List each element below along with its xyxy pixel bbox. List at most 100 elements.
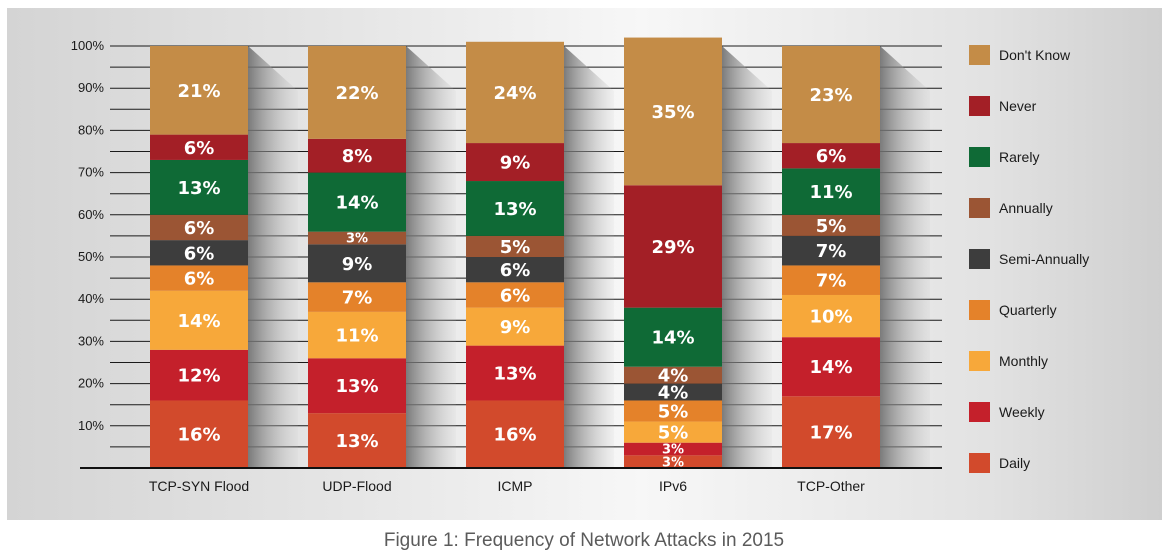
data-label: 3% [662,443,684,458]
data-label: 4% [658,366,689,387]
bar-segment-udp-flood-semi-annually [308,244,406,283]
bar-segment-tcp-other-daily [782,396,880,468]
bar-segment-udp-flood-never [308,138,406,173]
legend-swatch-never [969,96,990,116]
bar-segment-udp-flood-don-t-know [308,46,406,139]
bar-segment-tcp-syn-flood-semi-annually [150,240,248,266]
chart-panel: 10% 20% 30% 40% 50% 60% 70% 80% 90% 100% 16% 12% 14%… [7,8,1162,520]
bar-segment-icmp-daily [466,400,564,468]
data-label: 14% [335,193,378,214]
bar-segment-tcp-other-don-t-know [782,46,880,144]
data-label: 13% [493,199,536,220]
y-tick-label: 100% [71,38,105,53]
bar-segment-tcp-syn-flood-don-t-know [150,46,248,135]
data-label: 24% [493,83,536,104]
bar-segment-udp-flood-monthly [308,311,406,359]
bar-segment-udp-flood-quarterly [308,282,406,312]
bar-segment-icmp-don-t-know [466,41,564,144]
x-category-label: IPv6 [659,478,687,494]
legend-swatch-quarterly [969,300,990,320]
bar-segment-icmp-annually [466,235,564,257]
x-category-label: ICMP [498,478,533,494]
bar-segment-icmp-semi-annually [466,257,564,283]
legend-label: Quarterly [999,302,1057,318]
data-label: 5% [658,423,689,444]
data-label: 17% [809,423,852,444]
data-label: 12% [177,366,220,387]
legend-label: Daily [999,455,1030,471]
legend-swatch-don-t-know [969,45,990,65]
bar-segment-tcp-syn-flood-monthly [150,290,248,350]
data-label: 13% [493,364,536,385]
data-label: 7% [816,271,847,292]
legend-label: Semi-Annually [999,251,1089,267]
data-label: 14% [651,328,694,349]
data-label: 14% [177,311,220,332]
data-label: 23% [809,85,852,106]
data-label: 22% [335,83,378,104]
y-tick-label: 60% [78,207,104,222]
data-label: 8% [342,146,373,167]
bar-segment-ipv6-annually [624,366,722,384]
data-label: 6% [816,146,847,167]
legend-label: Rarely [999,149,1039,165]
y-tick-label: 10% [78,418,104,433]
data-label: 13% [335,376,378,397]
data-label: 3% [662,455,684,470]
bar-segment-tcp-syn-flood-annually [150,214,248,241]
data-label: 7% [816,241,847,262]
bar-segment-udp-flood-rarely [308,172,406,232]
data-label: 10% [809,307,852,328]
bar-segment-tcp-other-never [782,143,880,169]
data-label: 29% [651,237,694,258]
y-tick-label: 30% [78,333,104,348]
data-label: 35% [651,102,694,123]
legend-label: Annually [999,200,1053,216]
data-label: 13% [177,178,220,199]
data-label: 6% [184,138,215,159]
legend-label: Don't Know [999,47,1071,63]
bar-segment-tcp-other-rarely [782,168,880,215]
bar-segment-ipv6-weekly [624,442,722,456]
bar-segment-udp-flood-daily [308,413,406,468]
stacked-bar-chart: 10% 20% 30% 40% 50% 60% 70% 80% 90% 100% 16% 12% 14%… [71,37,1089,494]
bar-segment-ipv6-daily [624,455,722,468]
bar-segment-tcp-other-annually [782,214,880,236]
data-label: 6% [184,218,215,239]
data-label: 6% [184,269,215,290]
bar-shadow [722,46,772,468]
data-label: 6% [184,243,215,264]
bar-segment-ipv6-monthly [624,421,722,443]
data-label: 9% [342,254,373,275]
bar-segment-icmp-never [466,143,564,182]
data-label: 5% [816,216,847,237]
bar-segment-tcp-other-monthly [782,294,880,338]
bar-segment-icmp-monthly [466,307,564,346]
data-label: 13% [335,431,378,452]
bar-segment-udp-flood-weekly [308,358,406,414]
legend-label: Monthly [999,353,1048,369]
x-category-label: TCP-Other [797,478,865,494]
y-tick-label: 40% [78,291,104,306]
bar-segment-icmp-rarely [466,181,564,236]
bar-segment-tcp-other-semi-annually [782,235,880,266]
data-label: 6% [500,260,531,281]
data-label: 11% [809,182,852,203]
bar-segment-ipv6-don-t-know [624,37,722,186]
legend-label: Weekly [999,404,1045,420]
x-category-label: UDP-Flood [322,478,391,494]
bar-segment-udp-flood-annually [308,231,406,245]
bar-shadow [564,46,614,468]
legend-label: Never [999,98,1037,114]
legend-swatch-semi-annually [969,249,990,269]
legend-swatch-annually [969,198,990,218]
legend-swatch-daily [969,453,990,473]
data-label: 3% [346,232,368,247]
y-tick-label: 70% [78,165,104,180]
y-tick-label: 90% [78,80,104,95]
data-label: 14% [809,357,852,378]
legend-swatch-rarely [969,147,990,167]
bar-shadow [406,46,456,468]
data-label: 16% [493,425,536,446]
bar-segment-tcp-syn-flood-never [150,134,248,160]
